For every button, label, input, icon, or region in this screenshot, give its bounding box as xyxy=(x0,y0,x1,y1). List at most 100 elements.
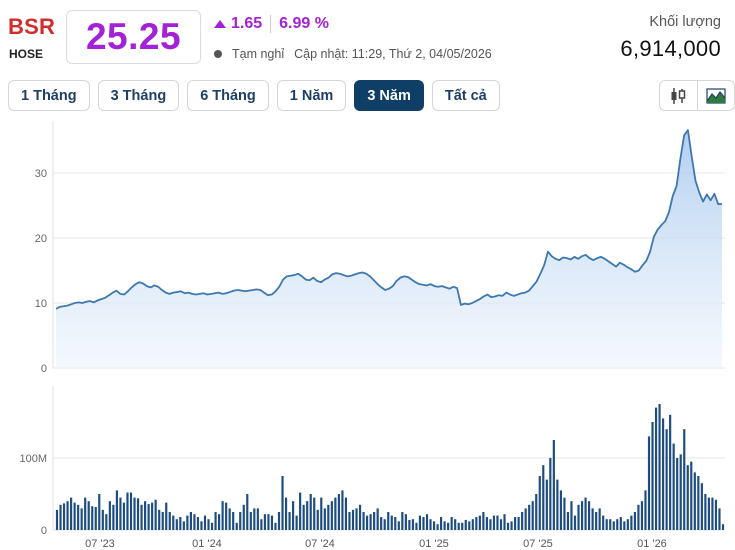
volume-bar xyxy=(348,512,351,530)
volume-bar xyxy=(369,514,372,530)
volume-bar xyxy=(528,504,531,530)
volume-bar xyxy=(436,524,439,530)
volume-bar xyxy=(87,501,90,530)
volume-bar xyxy=(686,465,689,530)
volume-bar xyxy=(376,508,379,530)
volume-bar xyxy=(140,504,143,530)
price-box: 25.25 xyxy=(66,10,201,64)
volume-value: 6,914,000 xyxy=(620,36,721,61)
volume-bar xyxy=(672,443,675,530)
volume-bar xyxy=(196,517,200,530)
volume-bar xyxy=(218,514,221,530)
volume-bar xyxy=(468,521,471,530)
volume-bar xyxy=(630,515,633,530)
volume-bar xyxy=(66,501,69,530)
volume-bar xyxy=(637,504,640,530)
volume-bar xyxy=(521,512,524,530)
volume-bar xyxy=(189,512,192,530)
x-tick-label: 07 '25 xyxy=(523,538,553,550)
volume-bar xyxy=(77,504,80,530)
volume-bar xyxy=(112,504,115,530)
volume-bar xyxy=(165,502,168,530)
volume-bar xyxy=(559,490,562,530)
volume-bar xyxy=(313,497,316,530)
volume-bar xyxy=(690,461,693,530)
volume-bar xyxy=(711,497,714,530)
volume-bar xyxy=(94,506,97,530)
volume-bar xyxy=(563,497,566,530)
volume-bar xyxy=(566,512,570,530)
volume-bar xyxy=(175,519,178,530)
area-chart-button[interactable] xyxy=(696,81,735,110)
volume-bar xyxy=(239,512,242,530)
volume-bar xyxy=(612,521,615,530)
volume-tick-label: 100M xyxy=(19,453,47,465)
tab-all[interactable]: Tất cả xyxy=(431,80,500,111)
tab-1-year[interactable]: 1 Năm xyxy=(276,80,347,111)
volume-bar xyxy=(538,476,541,530)
volume-bar xyxy=(242,504,245,530)
change-divider xyxy=(270,15,272,33)
volume-bar xyxy=(669,414,672,530)
volume-bar xyxy=(605,519,608,530)
volume-bar xyxy=(535,494,538,530)
volume-bar xyxy=(387,512,390,530)
update-time: Cập nhật: 11:29, Thứ 2, 04/05/2026 xyxy=(294,47,492,61)
volume-bar xyxy=(246,494,249,530)
volume-bar xyxy=(158,509,161,530)
price-area-fill xyxy=(56,130,722,368)
volume-bar xyxy=(154,499,157,530)
market-status-row: Tạm nghỉ Cập nhật: 11:29, Thứ 2, 04/05/2… xyxy=(214,47,492,61)
volume-bar xyxy=(602,515,605,530)
volume-bar xyxy=(186,515,189,530)
volume-bar xyxy=(499,519,503,530)
tab-3-years[interactable]: 3 Năm xyxy=(354,80,424,111)
volume-bar xyxy=(556,479,559,530)
volume-bar xyxy=(270,515,274,530)
volume-bar xyxy=(288,512,291,530)
volume-bar xyxy=(679,454,682,530)
volume-bar xyxy=(609,519,612,530)
volume-bar xyxy=(707,497,710,530)
volume-label: Khối lượng xyxy=(649,14,721,30)
volume-bar xyxy=(373,512,376,530)
volume-bar xyxy=(214,512,217,530)
volume-bar xyxy=(440,517,443,530)
volume-bar xyxy=(263,514,266,530)
tab-3-months[interactable]: 3 Tháng xyxy=(97,80,180,111)
volume-bar xyxy=(394,517,397,530)
tab-6-months[interactable]: 6 Tháng xyxy=(187,80,269,111)
candlestick-icon xyxy=(671,87,686,104)
volume-bar xyxy=(383,519,386,530)
volume-bar xyxy=(616,519,619,530)
volume-bar xyxy=(591,508,594,530)
volume-bar xyxy=(200,521,203,530)
volume-bar xyxy=(683,429,686,530)
volume-bar xyxy=(355,508,358,530)
volume-bar xyxy=(351,509,355,530)
volume-bar xyxy=(595,512,598,530)
volume-bar xyxy=(126,492,129,530)
volume-bar xyxy=(151,502,154,530)
volume-bar xyxy=(366,515,369,530)
volume-bar xyxy=(693,472,696,530)
volume-bar xyxy=(454,519,457,530)
volume-bar xyxy=(232,512,235,530)
volume-bar xyxy=(84,497,87,530)
volume-bar xyxy=(475,517,478,530)
volume-bar xyxy=(714,499,718,530)
volume-bar xyxy=(277,512,281,530)
price-tick-label: 30 xyxy=(35,168,47,180)
volume-bar xyxy=(524,508,527,530)
candlestick-button[interactable] xyxy=(660,81,697,110)
volume-bar xyxy=(284,497,288,530)
period-tabs: 1 Tháng 3 Tháng 6 Tháng 1 Năm 3 Năm Tất … xyxy=(8,80,500,111)
volume-bar xyxy=(122,502,126,530)
volume-bar xyxy=(658,404,661,530)
volume-bar xyxy=(489,519,492,530)
x-tick-label: 07 '24 xyxy=(305,538,335,550)
tab-1-month[interactable]: 1 Tháng xyxy=(8,80,90,111)
volume-bar xyxy=(228,508,231,530)
